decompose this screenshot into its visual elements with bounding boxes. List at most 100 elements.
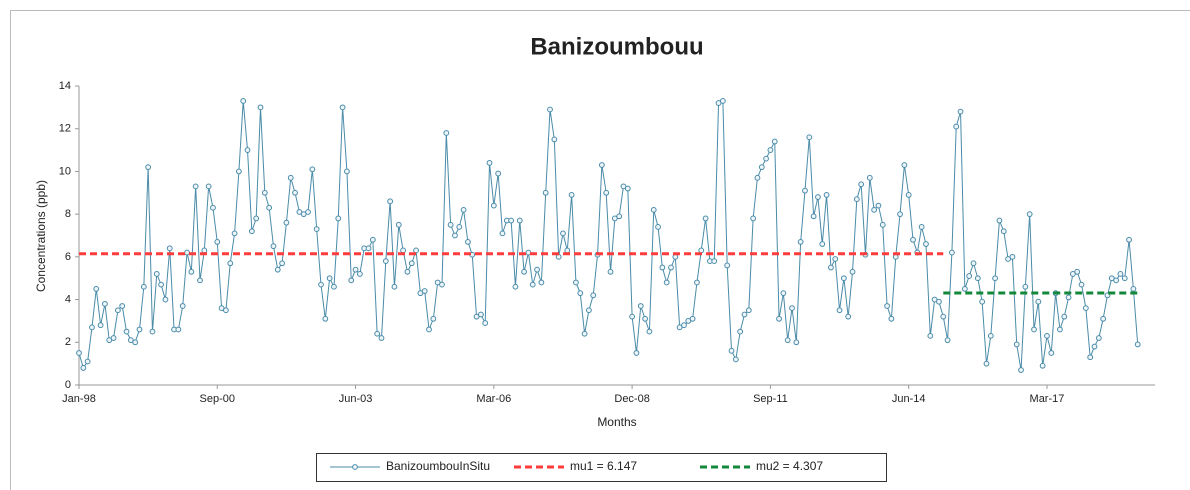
data-point [784, 337, 791, 344]
data-point [1117, 271, 1124, 277]
data-point [119, 303, 126, 309]
data-point [400, 247, 406, 254]
data-point [348, 277, 355, 284]
chart-border [10, 10, 1190, 490]
data-point [486, 159, 493, 166]
data-point [179, 303, 186, 309]
data-point [624, 185, 631, 192]
data-point [512, 283, 519, 290]
data-point [97, 322, 104, 329]
data-point [1018, 367, 1024, 373]
data-point [633, 350, 640, 356]
data-point [1065, 294, 1072, 301]
data-point [309, 166, 316, 173]
data-point [313, 226, 320, 232]
data-point [248, 228, 255, 235]
data-point [1074, 268, 1081, 275]
legend-marker [352, 464, 358, 470]
data-point [1048, 350, 1055, 356]
x-tick-label: Dec-08 [614, 393, 649, 405]
data-point [89, 324, 95, 331]
data-point [702, 215, 709, 222]
data-point [789, 305, 795, 312]
data-point [953, 123, 960, 130]
data-point [871, 206, 878, 213]
data-point [542, 189, 549, 196]
data-point [940, 313, 947, 320]
data-point [927, 332, 934, 339]
data-point [564, 247, 571, 254]
data-point [884, 303, 890, 309]
y-tick-label: 2 [65, 336, 71, 348]
data-point [961, 285, 968, 292]
data-point [802, 187, 808, 194]
data-point [404, 268, 411, 275]
legend-box [316, 453, 887, 482]
data-point [227, 260, 234, 267]
data-point [231, 230, 238, 237]
data-point [568, 192, 575, 198]
data-point [158, 281, 165, 288]
data-point [681, 322, 687, 329]
x-tick-label: Mar-06 [476, 393, 511, 405]
data-point [806, 134, 813, 141]
data-point [724, 262, 731, 269]
y-tick-label: 6 [65, 251, 71, 263]
y-tick-label: 4 [65, 293, 71, 305]
data-point [80, 365, 87, 371]
x-tick-label: Sep-00 [200, 393, 235, 405]
data-point [439, 281, 445, 288]
data-point [413, 247, 419, 254]
data-point [659, 264, 666, 271]
data-point [335, 215, 342, 222]
data-point [456, 224, 463, 230]
x-axis-label: Months [597, 415, 636, 429]
data-point [292, 189, 298, 196]
data-point [166, 245, 173, 252]
data-point [1013, 341, 1020, 348]
data-point [1009, 253, 1016, 260]
data-point [214, 239, 221, 245]
data-point [1039, 362, 1046, 369]
legend-label: mu2 = 4.307 [756, 459, 823, 473]
data-point [1134, 341, 1141, 348]
data-point [637, 303, 644, 309]
data-point [737, 328, 744, 335]
data-point [577, 290, 584, 297]
data-point [810, 213, 817, 220]
data-point [210, 204, 216, 211]
data-point [1087, 354, 1094, 361]
data-point [495, 170, 502, 177]
data-point [110, 335, 117, 341]
data-point [477, 311, 484, 318]
data-point [153, 271, 160, 277]
data-point [305, 209, 311, 215]
data-point [771, 138, 778, 145]
data-point [1130, 285, 1137, 292]
data-point [84, 358, 91, 365]
data-point [974, 275, 981, 282]
data-point [573, 279, 579, 286]
data-point [754, 174, 761, 181]
data-point [598, 162, 605, 168]
data-point [426, 326, 432, 333]
data-point [114, 307, 121, 314]
data-point [369, 236, 376, 243]
data-point [374, 330, 381, 337]
data-point [140, 283, 147, 290]
y-tick-label: 8 [65, 208, 71, 220]
data-point [581, 330, 588, 337]
data-point [382, 258, 389, 265]
data-point [948, 249, 955, 256]
data-point [1100, 315, 1107, 322]
data-point [261, 189, 268, 196]
data-point [823, 192, 830, 198]
data-point [901, 162, 908, 168]
data-point [430, 315, 437, 322]
data-point [365, 245, 372, 252]
data-point [793, 339, 800, 346]
data-point [197, 277, 203, 284]
data-point [741, 311, 748, 318]
data-point [836, 307, 843, 314]
